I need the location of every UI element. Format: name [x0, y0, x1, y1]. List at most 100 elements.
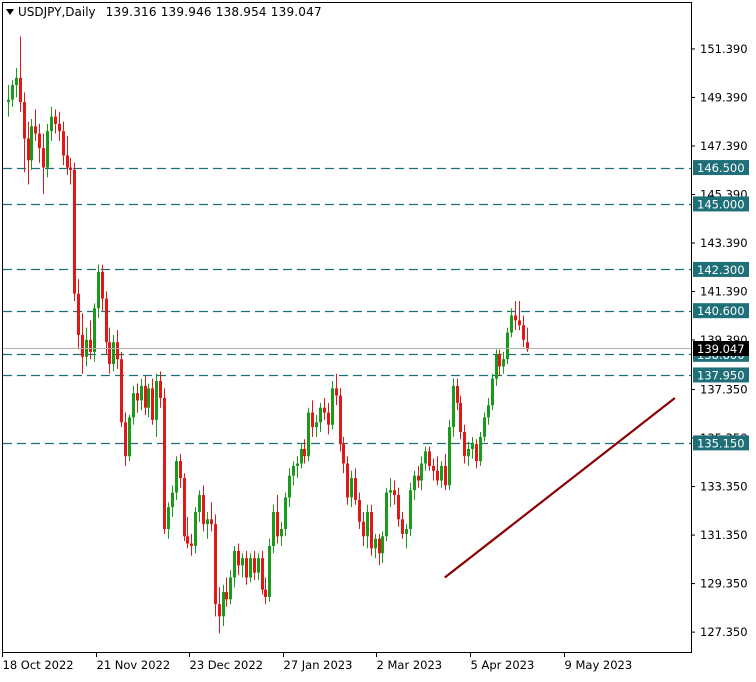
candle-body-down — [120, 359, 123, 423]
candle-body-down — [436, 470, 439, 481]
candle-body-down — [159, 381, 162, 399]
candle-body-down — [475, 444, 478, 462]
candle-body-down — [81, 334, 84, 357]
level-label-box — [693, 196, 749, 212]
candle-body-down — [136, 393, 139, 401]
candle-body-up — [198, 495, 201, 513]
candle-body-down — [23, 102, 26, 139]
candle-body-down — [105, 298, 108, 343]
candle-body-up — [30, 126, 33, 161]
candle-body-down — [358, 499, 361, 522]
x-tick-label: 21 Nov 2022 — [97, 658, 171, 672]
candle-body-up — [471, 444, 474, 449]
candle-body-down — [116, 342, 119, 360]
candle-body-up — [11, 85, 14, 100]
candle-body-up — [448, 427, 451, 486]
level-label: 146.500 — [697, 161, 745, 175]
candle-body-down — [73, 169, 76, 294]
candle-body-up — [502, 359, 505, 367]
y-tick-label: 141.390 — [700, 285, 748, 299]
y-tick-label: 149.390 — [700, 90, 748, 104]
x-tick-label: 9 May 2023 — [565, 658, 633, 672]
candle-body-down — [202, 495, 205, 525]
candle-body-down — [62, 131, 65, 156]
candle-body-up — [381, 536, 384, 554]
candle-body-up — [315, 422, 318, 428]
candle-body-up — [300, 448, 303, 464]
y-tick-label: 129.350 — [700, 577, 748, 591]
candle-body-up — [331, 388, 334, 425]
candle-body-down — [108, 342, 111, 365]
triangle-down-icon[interactable] — [6, 9, 14, 15]
candle-body-up — [272, 512, 275, 546]
candle-body-up — [350, 478, 353, 498]
candle-body-down — [69, 167, 72, 170]
candle-body-down — [245, 558, 248, 578]
candle-body-up — [167, 507, 170, 530]
y-tick-label: 143.390 — [700, 236, 748, 250]
candle-body-down — [346, 463, 349, 498]
level-label-box — [693, 367, 749, 383]
candle-body-up — [249, 558, 252, 578]
candle-body-up — [155, 381, 158, 420]
candle-body-up — [222, 592, 225, 617]
x-tick-label: 5 Apr 2023 — [471, 658, 535, 672]
y-tick-label: 133.350 — [700, 480, 748, 494]
candlesticks — [7, 36, 529, 634]
candle-body-down — [225, 592, 228, 600]
candle-body-up — [479, 436, 482, 462]
candle-body-down — [66, 155, 69, 168]
candle-body-down — [339, 395, 342, 445]
candle-body-down — [89, 339, 92, 352]
candle-body-down — [526, 342, 529, 350]
level-label: 142.300 — [697, 263, 745, 277]
candle-body-up — [506, 332, 509, 360]
candle-body-down — [463, 431, 466, 457]
candle-body-up — [307, 412, 310, 457]
candle-body-up — [112, 342, 115, 365]
candle-body-down — [354, 478, 357, 500]
candle-body-up — [132, 393, 135, 418]
candle-body-up — [389, 490, 392, 493]
candle-body-down — [19, 77, 22, 103]
y-tick-label: 147.390 — [700, 139, 748, 153]
candle-body-down — [522, 325, 525, 340]
candle-body-up — [147, 388, 150, 408]
candle-body-down — [101, 271, 104, 299]
level-label-box — [693, 303, 749, 319]
x-tick-label: 27 Jan 2023 — [284, 658, 353, 672]
candle-body-up — [140, 385, 143, 401]
candle-body-down — [378, 538, 381, 554]
current-price-label: 139.047 — [697, 342, 745, 356]
x-tick-label: 23 Dec 2022 — [190, 658, 263, 672]
candle-body-up — [128, 417, 131, 457]
level-label: 140.600 — [697, 304, 745, 318]
x-tick-label: 2 Mar 2023 — [377, 658, 443, 672]
candle-body-up — [194, 512, 197, 546]
candle-body-up — [452, 385, 455, 428]
candle-body-up — [420, 463, 423, 481]
candle-body-down — [190, 543, 193, 546]
candle-body-down — [417, 475, 420, 481]
candle-body-up — [487, 405, 490, 418]
time-axis: 18 Oct 2022 21 Nov 2022 23 Dec 2022 27 Jan … — [2, 652, 633, 672]
candle-body-down — [303, 448, 306, 457]
candle-body-down — [179, 461, 182, 479]
candle-body-down — [54, 116, 57, 124]
candle-body-down — [261, 558, 264, 590]
y-tick-label: 151.390 — [700, 42, 748, 56]
candle-body-down — [428, 451, 431, 466]
level-label: 135.150 — [697, 436, 745, 450]
y-tick-label: 137.350 — [700, 383, 748, 397]
candle-body-down — [38, 133, 41, 149]
candle-body-down — [342, 444, 345, 464]
candle-body-down — [393, 490, 396, 496]
trendline — [444, 397, 676, 579]
candle-body-down — [253, 558, 256, 573]
candle-body-down — [34, 126, 37, 134]
candle-body-up — [413, 475, 416, 491]
candle-body-down — [151, 388, 154, 420]
candle-body-down — [58, 123, 61, 132]
